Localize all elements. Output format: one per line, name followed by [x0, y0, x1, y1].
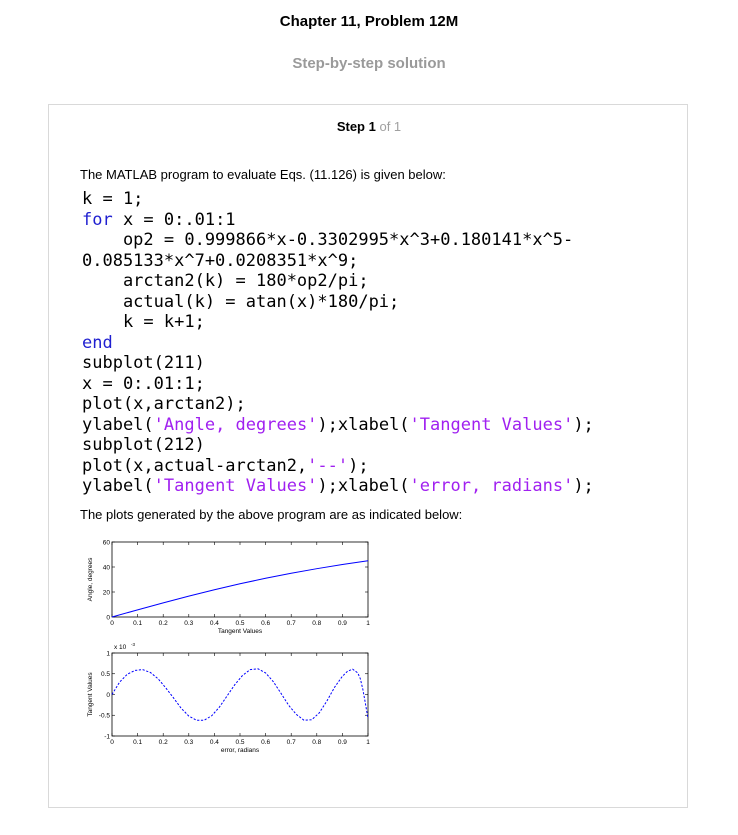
step-indicator: Step 1 of 1	[0, 119, 738, 134]
x-tick-label: 0.1	[133, 620, 142, 627]
code-line: );	[348, 455, 369, 476]
x-tick-label: 0.7	[287, 620, 296, 627]
y-tick-label: -0.5	[99, 713, 111, 720]
x-axis-label: Tangent Values	[218, 628, 263, 635]
x-tick-label: 0.9	[338, 620, 347, 627]
x-tick-label: 0.7	[287, 739, 296, 746]
x-tick-label: 0.2	[159, 739, 168, 746]
y-tick-label: -1	[104, 733, 110, 740]
x-tick-label: 0	[110, 620, 114, 627]
code-line: );	[573, 414, 594, 435]
y-axis-label: Tangent Values	[87, 672, 94, 717]
x-tick-label: 1	[366, 739, 370, 746]
y-tick-label: 0.5	[101, 671, 110, 678]
x-tick-label: 0	[110, 739, 114, 746]
x-tick-label: 1	[366, 620, 370, 627]
code-line: ylabel(	[82, 414, 154, 435]
code-line: subplot(211)	[82, 353, 205, 373]
code-line: );	[573, 476, 594, 496]
outro-text: The plots generated by the above program…	[80, 507, 463, 522]
x-axis-label: error, radians	[221, 747, 260, 754]
x-tick-label: 0.2	[159, 620, 168, 627]
code-string: 'Tangent Values'	[153, 476, 318, 496]
plot-axes-box	[111, 541, 369, 618]
x-tick-label: 0.4	[210, 739, 219, 746]
y-axis-label: Angle, degrees	[87, 557, 94, 601]
step-of: of 1	[379, 119, 402, 134]
plot-angle-degrees: 0 0.1 0.2 0.3 0.4 0.5 0.6 0.7 0.8 0.9 1 0 20 40 60 Tang…	[87, 539, 370, 635]
x-tick-label: 0.3	[184, 739, 193, 746]
code-string: 'error, radians'	[409, 476, 574, 496]
matlab-figure: 0 0.1 0.2 0.3 0.4 0.5 0.6 0.7 0.8 0.9 1 0 20 40 60 Tang…	[87, 539, 370, 754]
axis-scale-exponent: -3	[131, 642, 135, 647]
code-string: 'Angle, degrees'	[153, 414, 318, 435]
code-keyword: for	[82, 209, 113, 230]
x-tick-label: 0.4	[210, 620, 219, 627]
page-subtitle: Step-by-step solution	[292, 55, 446, 72]
y-tick-label: 20	[103, 589, 111, 596]
code-line: subplot(212)	[82, 435, 205, 455]
x-tick-label: 0.6	[261, 739, 270, 746]
code-line: ylabel(	[82, 476, 154, 496]
code-line: k = k+1;	[82, 312, 205, 332]
x-tick-label: 0.8	[312, 739, 321, 746]
x-tick-label: 0.1	[133, 739, 142, 746]
code-line: op2 = 0.999866*x-0.3302995*x^3+0.180141*…	[82, 230, 574, 250]
x-tick-label: 0.6	[261, 620, 270, 627]
intro-text: The MATLAB program to evaluate Eqs. (11.…	[80, 167, 446, 182]
code-line: k = 1;	[82, 189, 144, 209]
y-tick-label: 1	[106, 650, 110, 657]
code-line: actual(k) = atan(x)*180/pi;	[82, 291, 400, 312]
x-tick-label: 0.5	[235, 739, 244, 746]
matlab-code: k = 1; for x = 0:.01:1 op2 = 0.999866*x-…	[82, 189, 594, 497]
step-label: Step 1	[336, 119, 376, 134]
x-tick-label: 0.9	[338, 739, 347, 746]
code-keyword: end	[82, 332, 113, 353]
y-tick-label: 60	[103, 539, 111, 546]
series-line	[111, 668, 369, 721]
code-string: '--'	[307, 455, 349, 476]
solution-card	[48, 104, 688, 808]
code-string: 'Tangent Values'	[409, 414, 574, 435]
x-tick-label: 0.3	[184, 620, 193, 627]
series-line	[111, 560, 369, 618]
plot-axes-box	[111, 652, 369, 737]
code-line: x = 0:.01:1;	[82, 373, 205, 394]
code-line: x = 0:.01:1	[112, 209, 236, 230]
x-tick-label: 0.8	[312, 620, 321, 627]
x-tick-label: 0.5	[235, 620, 244, 627]
code-line: 0.085133*x^7+0.0208351*x^9;	[82, 250, 359, 271]
y-tick-label: 0	[106, 692, 110, 699]
code-line: );xlabel(	[317, 414, 410, 435]
axis-scale-label: x 10	[114, 644, 127, 651]
plot-tangent-error: 0 0.1 0.2 0.3 0.4 0.5 0.6 0.7 0.8 0.9 1 -1 -0.5 0 0.5 1…	[87, 642, 370, 754]
y-tick-label: 40	[103, 564, 111, 571]
page-title: Chapter 11, Problem 12M	[279, 13, 459, 30]
code-line: );xlabel(	[317, 476, 410, 496]
code-line: plot(x,arctan2);	[82, 394, 246, 414]
code-line: plot(x,actual-arctan2,	[82, 455, 308, 476]
code-line: arctan2(k) = 180*op2/pi;	[82, 271, 369, 291]
y-tick-label: 0	[106, 614, 110, 621]
